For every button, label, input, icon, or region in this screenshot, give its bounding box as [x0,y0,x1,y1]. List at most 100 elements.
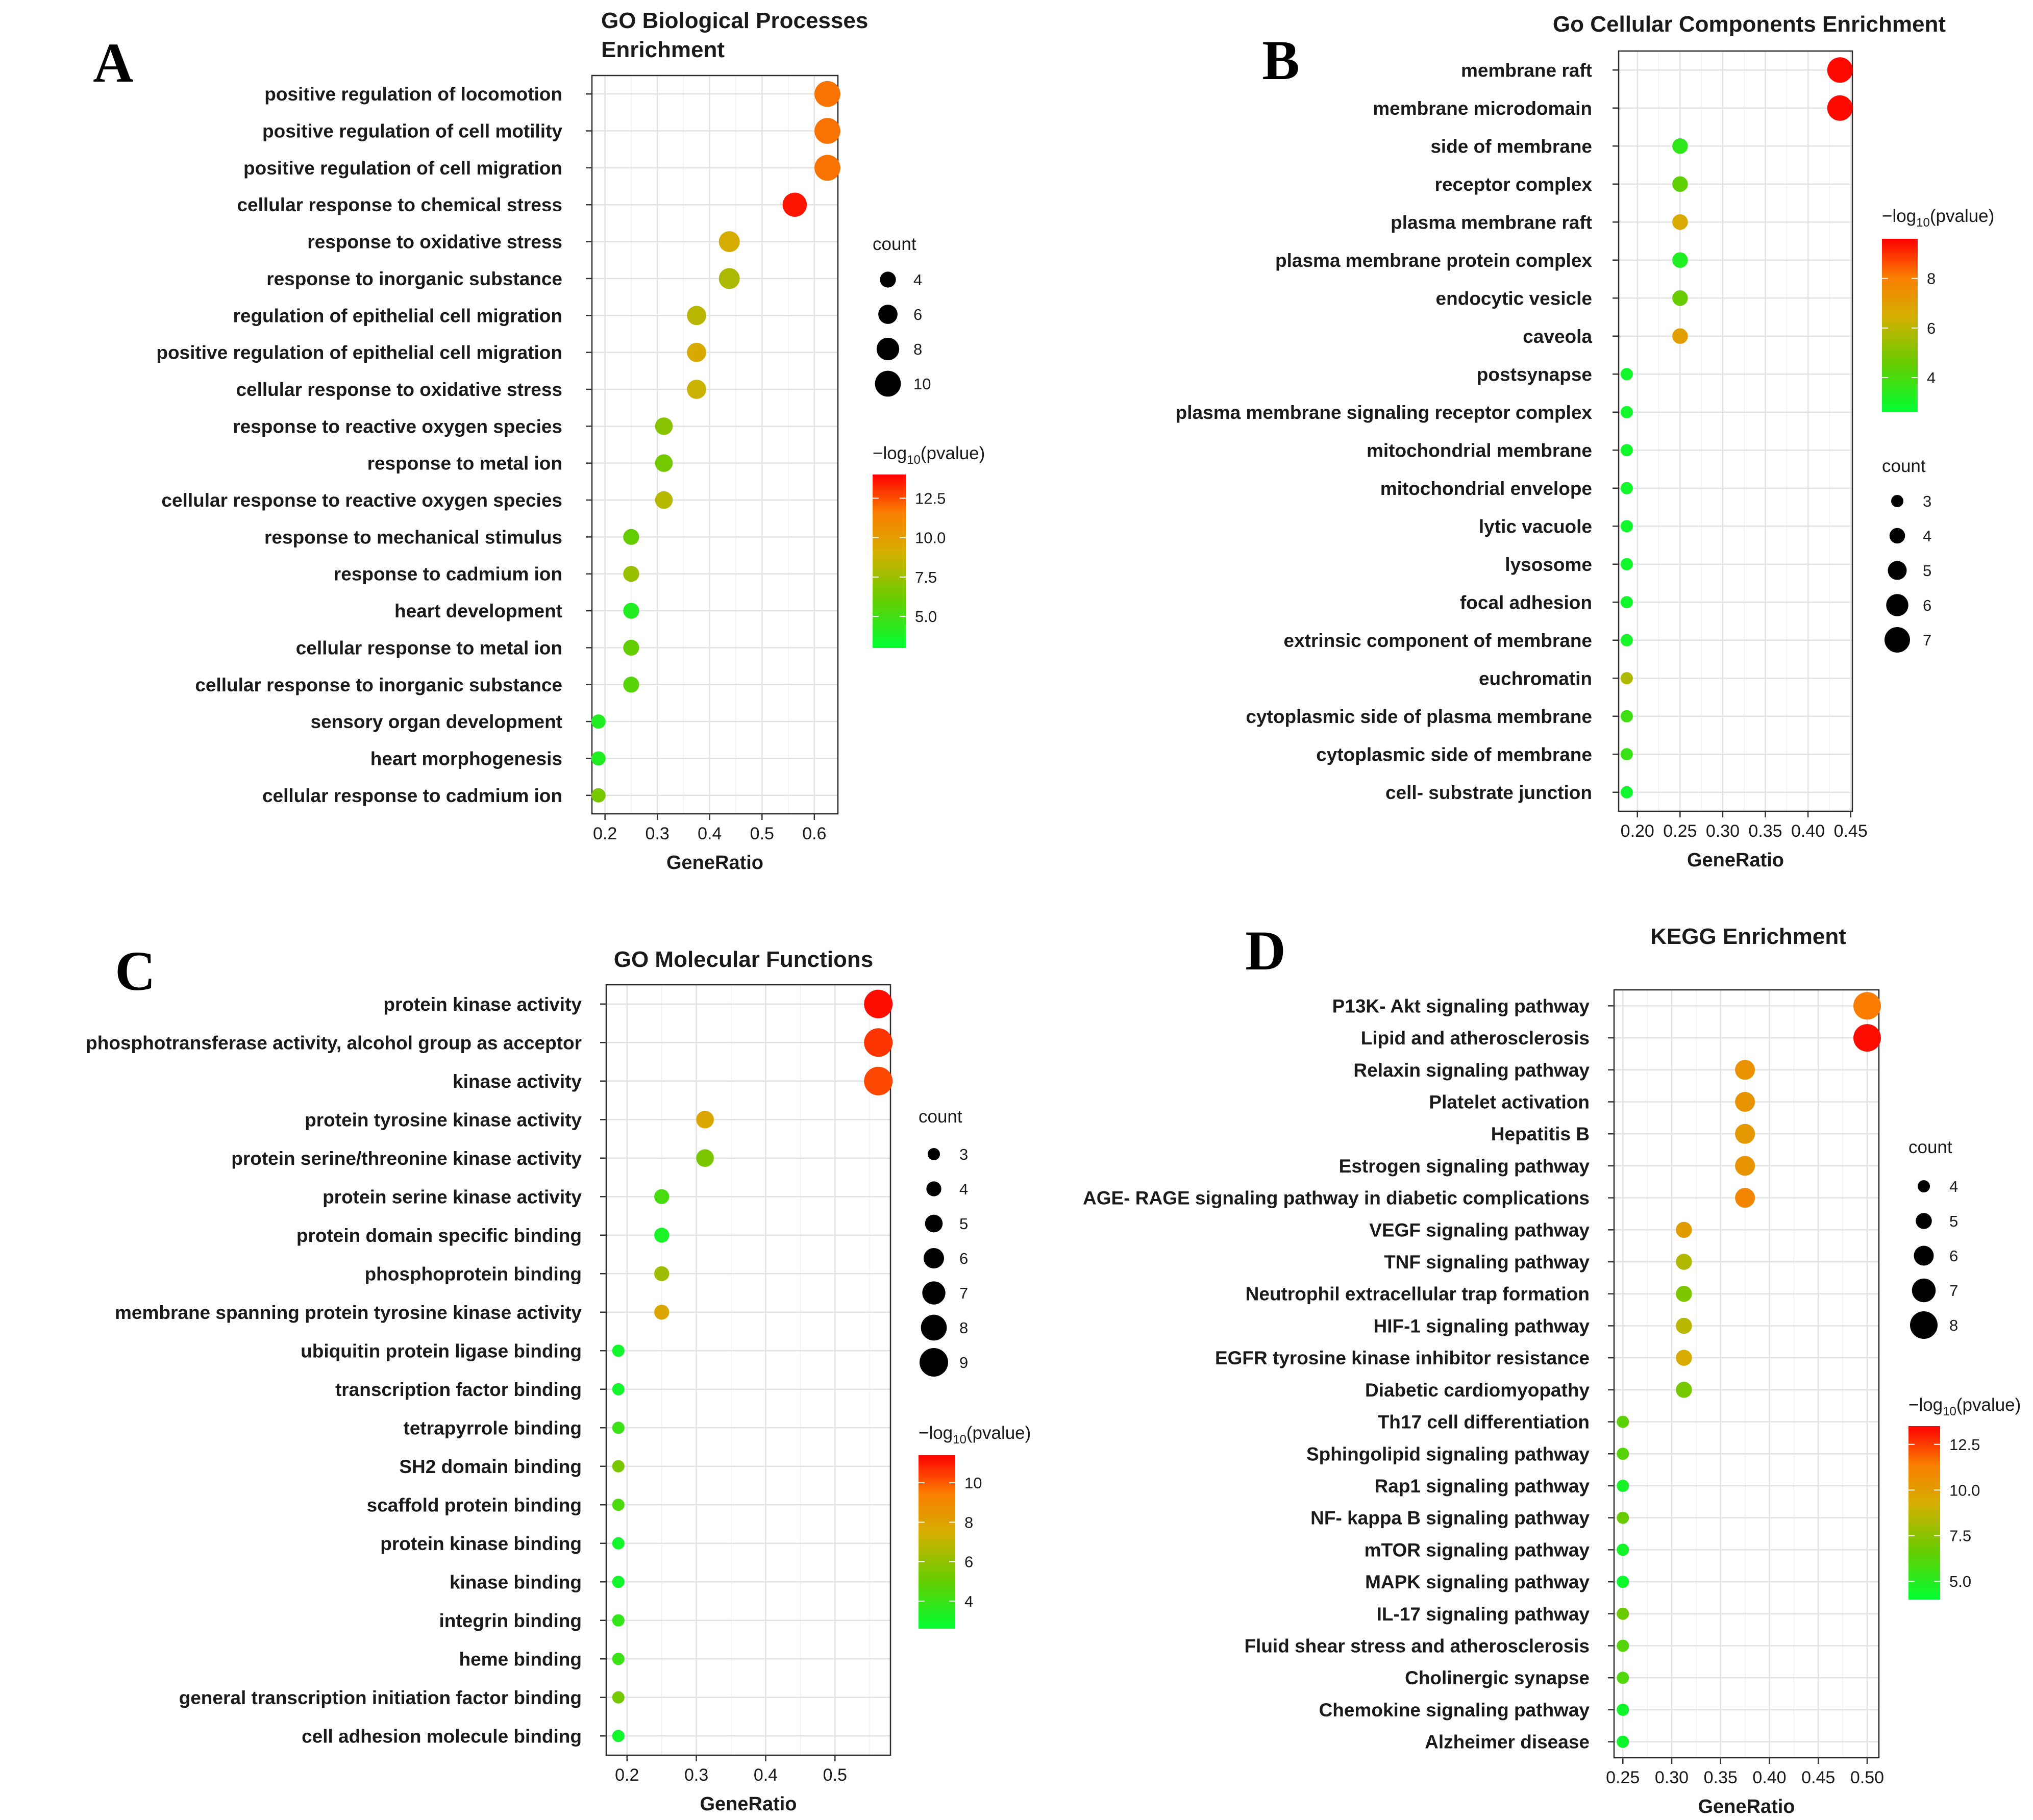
term-label: response to metal ion [367,453,562,474]
data-point [696,1110,714,1129]
x-tick-label: 0.4 [754,1765,778,1785]
term-label: protein serine kinase activity [323,1186,582,1207]
term-label: cellular response to chemical stress [237,194,562,215]
size-legend-title-B: count [1882,456,1926,476]
size-legend-dot [926,1181,941,1196]
x-tick-label: 0.3 [646,824,670,843]
x-tick-label: 0.35 [1748,821,1782,841]
color-legend-label: 8 [964,1513,973,1531]
term-label: phosphotransferase activity, alcohol gro… [86,1032,582,1053]
data-point [655,417,673,435]
term-label: focal adhesion [1460,592,1592,613]
term-label: kinase activity [453,1071,582,1092]
size-legend-label: 3 [1923,492,1931,510]
term-label: positive regulation of cell migration [243,158,562,179]
term-label: cellular response to reactive oxygen spe… [161,490,562,511]
size-legend-title-A: count [873,234,916,254]
term-label: positive regulation of epithelial cell m… [156,342,562,363]
data-point [1617,1703,1629,1716]
data-point [1620,520,1633,533]
color-legend-title-C: −log10(pvalue) [919,1423,1031,1447]
term-label: response to inorganic substance [266,268,562,289]
data-point [1672,214,1688,230]
term-label: VEGF signaling pathway [1369,1219,1590,1240]
data-point [654,1266,670,1281]
term-label: regulation of epithelial cell migration [233,305,562,326]
size-legend-label: 4 [1949,1178,1958,1195]
term-label: sensory organ development [311,711,562,732]
data-point [1620,634,1633,646]
plot-border-A [591,74,839,815]
color-legend-bar-A [873,475,906,648]
data-point [1620,482,1633,494]
data-point [1617,1543,1629,1556]
data-point [591,714,606,729]
size-legend-dot [1885,627,1910,653]
term-label: protein tyrosine kinase activity [305,1109,582,1130]
size-legend-dot [1914,1245,1934,1266]
x-tick-label: 0.4 [698,824,722,843]
size-legend-title-D: count [1908,1137,1952,1157]
data-point [655,454,673,472]
color-legend-label: 10.0 [1949,1481,1980,1499]
data-point [623,566,639,582]
size-legend-label: 6 [913,306,922,323]
size-legend-dot [880,271,896,288]
x-tick-label: 0.3 [684,1765,708,1785]
data-point [1672,252,1688,268]
term-label: protein kinase activity [383,994,582,1015]
color-legend-label: 7.5 [915,568,937,586]
x-tick-label: 0.45 [1801,1768,1835,1787]
size-legend-dot [1910,1311,1938,1339]
x-axis-title-C: GeneRatio [700,1793,797,1815]
data-point [1827,57,1853,83]
data-point [1676,1317,1692,1334]
size-legend-dot [1912,1278,1936,1303]
x-tick-label: 0.5 [823,1765,847,1785]
x-tick-label: 0.35 [1704,1768,1738,1787]
size-legend-dot [876,337,900,361]
term-label: lysosome [1505,554,1592,575]
term-label: Th17 cell differentiation [1378,1412,1590,1433]
chart-title-A-1: Enrichment [601,37,725,62]
data-point [1617,1511,1629,1524]
data-point [864,1066,893,1095]
data-point [1617,1672,1629,1684]
color-legend-label: 12.5 [915,489,946,507]
term-label: heme binding [459,1649,582,1669]
size-legend-label: 4 [913,271,922,289]
term-label: Diabetic cardiomyopathy [1365,1380,1590,1401]
term-label: response to reactive oxygen species [233,416,562,437]
term-label: protein domain specific binding [296,1225,582,1246]
term-label: receptor complex [1435,174,1593,195]
data-point [654,1305,670,1320]
size-legend-dot [1889,528,1905,544]
term-label: TNF signaling pathway [1384,1252,1590,1273]
data-point [1620,672,1633,685]
size-legend-dot [878,305,898,324]
term-label: Hepatitis B [1491,1124,1590,1144]
term-label: HIF-1 signaling pathway [1374,1315,1590,1336]
term-label: ubiquitin protein ligase binding [301,1340,582,1361]
size-legend-label: 8 [913,340,922,358]
data-point [612,1383,625,1395]
term-label: plasma membrane signaling receptor compl… [1176,402,1593,423]
color-legend-label: 6 [1927,319,1936,337]
term-label: cytoplasmic side of membrane [1316,744,1592,765]
size-legend-label: 8 [1949,1316,1958,1334]
data-point [612,1691,625,1704]
size-legend-dot [875,370,901,397]
data-point [1620,710,1633,722]
x-tick-label: 0.40 [1752,1768,1786,1787]
data-point [687,342,706,362]
size-legend-dot [922,1281,946,1305]
x-tick-label: 0.20 [1621,821,1654,841]
panel-label-D: D [1245,919,1285,982]
data-point [1617,1415,1629,1428]
data-point [623,677,639,693]
term-label: membrane raft [1461,60,1592,81]
term-label: positive regulation of locomotion [264,84,562,105]
color-legend-title-B: −log10(pvalue) [1882,206,1994,230]
term-label: general transcription initiation factor … [179,1687,582,1708]
term-label: endocytic vesicle [1436,288,1592,309]
